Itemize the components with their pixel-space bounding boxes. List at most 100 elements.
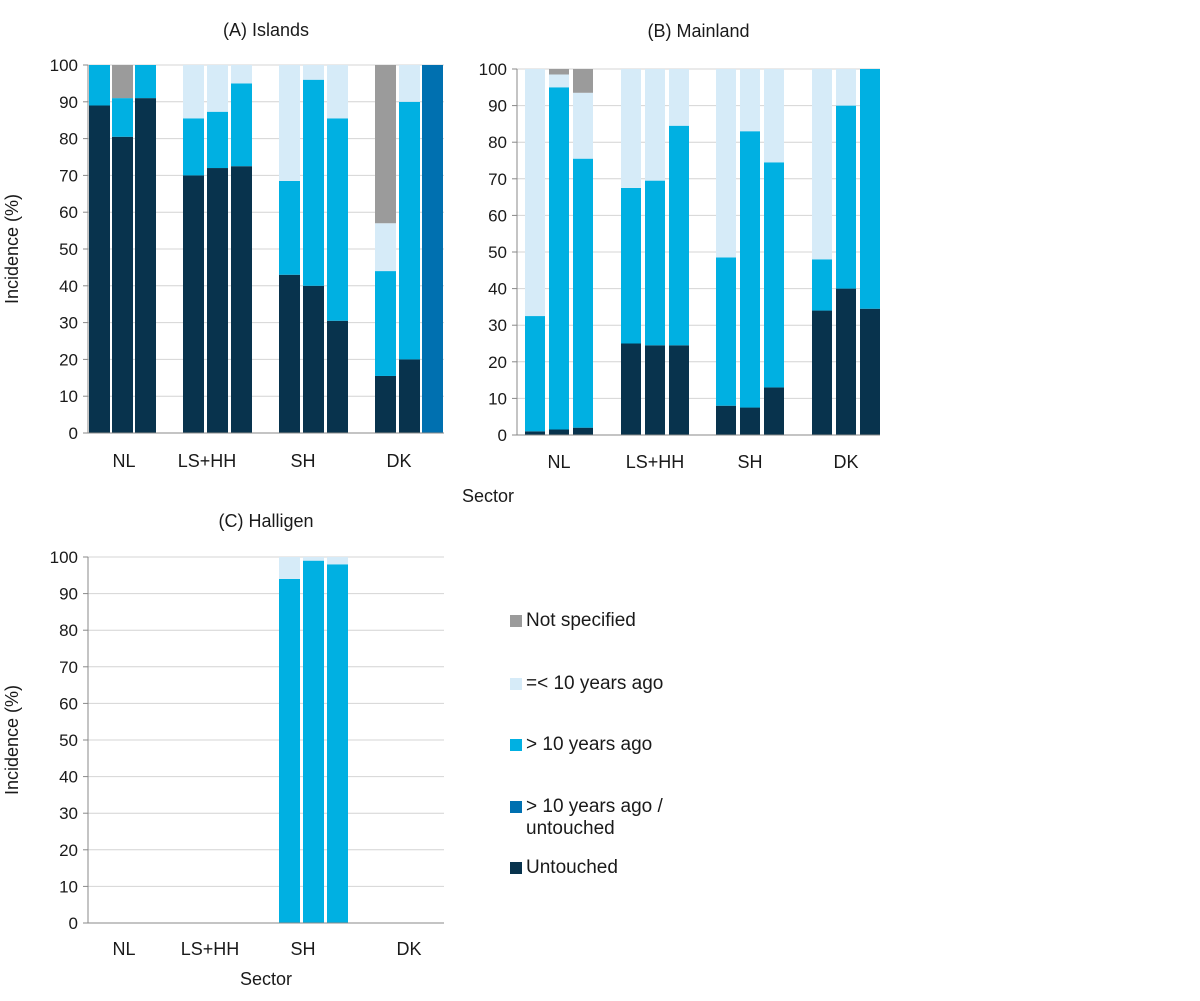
panel-a-ytick-label: 50	[59, 240, 78, 259]
panel-b-bar-sh-le10	[740, 69, 760, 132]
panel-b-bar-dk-gt10	[836, 105, 856, 289]
panel-b-bar-sh-gt10	[740, 131, 760, 408]
panel-b-bar-dk-untouched	[860, 308, 880, 435]
panel-c-ytick-label: 30	[59, 804, 78, 823]
panel-a-ytick-label: 70	[59, 166, 78, 185]
panel-b-bar-nl-gt10	[573, 158, 593, 428]
panel-a-bar-sh-untouched	[327, 320, 348, 433]
legend-swatch-untouched	[510, 862, 522, 874]
panel-a-bar-sh-le10	[303, 65, 324, 80]
legend-label-gt10-untouched: > 10 years ago / untouched	[526, 796, 663, 839]
panel-a-bar-lshh-untouched	[183, 175, 204, 433]
panel-b-bar-nl-le10	[573, 92, 593, 159]
panel-c-ytick-label: 60	[59, 694, 78, 713]
panel-a-bar-sh-le10	[327, 65, 348, 119]
panel-b-xtick-label-dk: DK	[833, 452, 858, 472]
panel-a-bar-lshh-le10	[207, 65, 228, 112]
panel-a-xtick-label-lshh: LS+HH	[178, 451, 237, 471]
panel-c-bar-sh-gt10	[279, 578, 300, 923]
panel-a-ylabel: Incidence (%)	[2, 194, 22, 304]
panel-a-bar-sh-le10	[279, 65, 300, 181]
legend-swatch-not-specified	[510, 615, 522, 627]
panel-b-xtick-label-lshh: LS+HH	[626, 452, 685, 472]
panel-b-ytick-label: 90	[488, 97, 507, 116]
panel-a-bar-lshh-untouched	[207, 168, 228, 434]
panel-a-bar-nl-gt10	[135, 65, 156, 99]
panel-a-bar-dk-gt10-untouched	[422, 65, 443, 433]
panel-b-bar-lshh-untouched	[621, 343, 641, 435]
panel-a-ytick-label: 20	[59, 350, 78, 369]
panel-b-bar-nl-untouched	[549, 429, 569, 435]
panel-c-xtick-label-dk: DK	[396, 939, 421, 959]
panel-c-title: (C) Halligen	[218, 511, 313, 531]
panel-b-bar-lshh-gt10	[669, 125, 689, 346]
panel-b-bar-nl-untouched	[573, 427, 593, 435]
legend-label-gt10: > 10 years ago	[526, 734, 653, 755]
panel-a-title: (A) Islands	[223, 20, 309, 40]
panel-b-bar-dk-untouched	[836, 288, 856, 435]
panel-b-bar-lshh-gt10	[621, 187, 641, 344]
panel-c-ytick-label: 0	[69, 914, 78, 933]
legend-label-untouched: Untouched	[526, 857, 618, 878]
panel-b-bar-sh-untouched	[740, 407, 760, 435]
panel-b-ytick-label: 30	[488, 316, 507, 335]
panel-b-bar-nl-gt10	[549, 87, 569, 430]
panel-c-bar-sh-gt10	[303, 560, 324, 923]
panel-b-bar-nl-not-specified	[549, 69, 569, 75]
panel-c-ylabel: Incidence (%)	[2, 685, 22, 795]
panel-a-bar-dk-untouched	[399, 359, 420, 433]
panel-a-bar-dk-untouched	[375, 375, 396, 433]
panel-a-bar-sh-untouched	[303, 285, 324, 433]
panel-b-bar-sh-gt10	[716, 257, 736, 406]
panel-b-xtick-label-sh: SH	[737, 452, 762, 472]
panel-b-xtick-label-nl: NL	[547, 452, 570, 472]
panel-b-bar-dk-untouched	[812, 310, 832, 435]
panel-a-ytick-label: 40	[59, 277, 78, 296]
panel-b-bar-dk-le10	[836, 69, 856, 106]
panel-a-bar-sh-gt10	[327, 118, 348, 321]
panel-b-bar-nl-le10	[525, 69, 545, 317]
panel-a-bar-dk-gt10	[399, 101, 420, 360]
panel-a-bar-sh-gt10	[303, 79, 324, 286]
panel-a-bar-nl-not-specified	[112, 65, 133, 99]
panel-a-ytick-label: 100	[50, 56, 78, 75]
panel-a-bar-nl-untouched	[112, 136, 133, 433]
panel-c-ytick-label: 100	[50, 548, 78, 567]
panel-b-bar-nl-untouched	[525, 431, 545, 435]
panel-c-ytick-label: 90	[59, 585, 78, 604]
shared-xlabel: Sector	[462, 486, 514, 506]
panel-a-bar-sh-untouched	[279, 274, 300, 433]
panel-b-bar-lshh-le10	[621, 69, 641, 188]
panel-a-bar-nl-gt10	[89, 65, 110, 106]
panel-b-ytick-label: 0	[498, 426, 507, 445]
panel-b-ytick-label: 100	[479, 60, 507, 79]
panel-a-bar-lshh-gt10	[207, 111, 228, 169]
panel-a-ytick-label: 60	[59, 203, 78, 222]
panel-b-bar-lshh-gt10	[645, 180, 665, 346]
panel-b-bar-sh-untouched	[716, 405, 736, 435]
panel-c-ytick-label: 80	[59, 621, 78, 640]
panel-b-ytick-label: 10	[488, 389, 507, 408]
panel-b-bar-lshh-untouched	[645, 345, 665, 435]
panel-c-ytick-label: 70	[59, 658, 78, 677]
panel-a-bar-sh-gt10	[279, 180, 300, 275]
panel-a-bar-nl-untouched	[89, 105, 110, 433]
panel-a-xtick-label-dk: DK	[386, 451, 411, 471]
panel-b-title: (B) Mainland	[647, 21, 749, 41]
panel-c-xlabel: Sector	[240, 969, 292, 989]
panel-b-ytick-label: 70	[488, 170, 507, 189]
panel-b-bar-lshh-untouched	[669, 345, 689, 435]
panel-b-bar-sh-le10	[716, 69, 736, 258]
panel-b-bar-sh-gt10	[764, 162, 784, 388]
panel-a-xtick-label-nl: NL	[112, 451, 135, 471]
legend-swatch-gt10	[510, 739, 522, 751]
panel-b-ytick-label: 40	[488, 280, 507, 299]
panel-a-bar-lshh-le10	[183, 65, 204, 119]
panel-a-ytick-label: 80	[59, 130, 78, 149]
panel-b-bar-sh-untouched	[764, 387, 784, 435]
panel-b-bar-sh-le10	[764, 69, 784, 163]
panel-b-bar-lshh-le10	[669, 69, 689, 126]
panel-c-xtick-label-nl: NL	[112, 939, 135, 959]
panel-c-ytick-label: 50	[59, 731, 78, 750]
